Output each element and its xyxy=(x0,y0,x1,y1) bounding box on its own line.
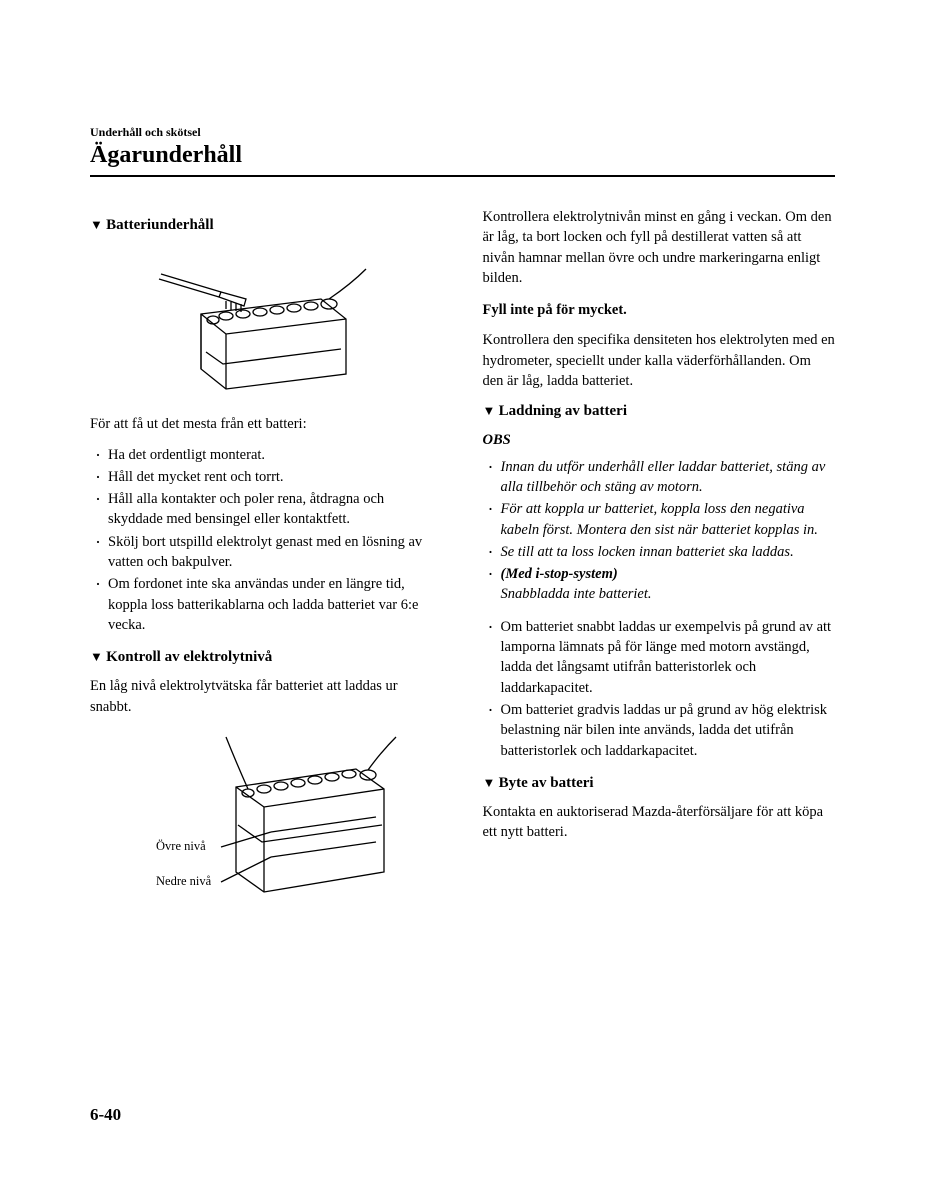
subheading-charging: Laddning av batteri xyxy=(483,401,836,422)
electrolyte-text: En låg nivå elektrolytvätska får batteri… xyxy=(90,676,443,717)
header-title: Ägarunderhåll xyxy=(90,142,835,169)
battery-brush-illustration xyxy=(90,244,443,400)
obs-label: OBS xyxy=(483,430,836,450)
list-item: Skölj bort utspilld elektrolyt genast me… xyxy=(90,532,443,573)
list-item: Håll alla kontakter och poler rena, åtdr… xyxy=(90,489,443,530)
dont-overfill-text: Fyll inte på för mycket. xyxy=(483,300,836,320)
density-check-text: Kontrollera den specifika densiteten hos… xyxy=(483,330,836,391)
list-item: Håll det mycket rent och torrt. xyxy=(90,467,443,487)
page-number: 6-40 xyxy=(90,1105,121,1125)
obs-list: Innan du utför underhåll eller laddar ba… xyxy=(483,457,836,605)
manual-page: Underhåll och skötsel Ägarunderhåll Batt… xyxy=(0,0,925,1007)
page-header: Underhåll och skötsel Ägarunderhåll xyxy=(90,125,835,177)
list-item: Ha det ordentligt monterat. xyxy=(90,445,443,465)
header-category: Underhåll och skötsel xyxy=(90,125,835,140)
upper-level-label: Övre nivå xyxy=(156,839,206,853)
list-item: Om fordonet inte ska användas under en l… xyxy=(90,574,443,635)
subheading-battery-replace: Byte av batteri xyxy=(483,773,836,794)
battery-tips-list: Ha det ordentligt monterat. Håll det myc… xyxy=(90,445,443,636)
content-columns: Batteriunderhåll xyxy=(90,207,835,947)
list-item: Om batteriet snabbt laddas ur exempelvis… xyxy=(483,617,836,698)
list-item: Om batteriet gradvis laddas ur på grund … xyxy=(483,700,836,761)
subheading-battery-maintenance: Batteriunderhåll xyxy=(90,215,443,236)
list-item: För att koppla ur batteriet, koppla loss… xyxy=(483,499,836,540)
battery-level-illustration: Övre nivå Nedre nivå xyxy=(90,727,443,933)
battery-intro-text: För att få ut det mesta från ett batteri… xyxy=(90,414,443,434)
left-column: Batteriunderhåll xyxy=(90,207,443,947)
replace-text: Kontakta en auktoriserad Mazda-återförsä… xyxy=(483,802,836,843)
right-column: Kontrollera elektrolytnivån minst en gån… xyxy=(483,207,836,947)
lower-level-label: Nedre nivå xyxy=(156,874,212,888)
list-item: Se till att ta loss locken innan batteri… xyxy=(483,542,836,562)
check-weekly-text: Kontrollera elektrolytnivån minst en gån… xyxy=(483,207,836,288)
subheading-electrolyte-check: Kontroll av elektrolytnivå xyxy=(90,647,443,668)
list-item: Innan du utför underhåll eller laddar ba… xyxy=(483,457,836,498)
list-item: (Med i-stop-system)Snabbladda inte batte… xyxy=(483,564,836,605)
charging-list: Om batteriet snabbt laddas ur exempelvis… xyxy=(483,617,836,761)
